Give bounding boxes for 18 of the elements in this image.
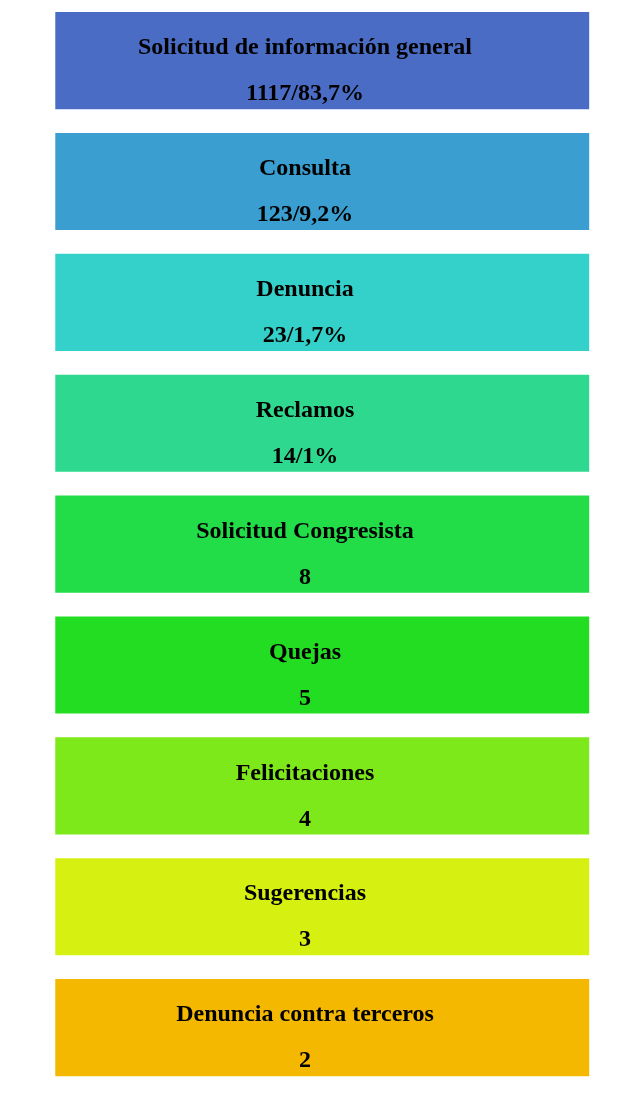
category-label: Felicitaciones <box>235 758 375 785</box>
data-label: 5 <box>299 683 311 710</box>
data-label: 4 <box>299 804 311 831</box>
data-label: 14/1% <box>271 441 339 468</box>
data-label: 3 <box>299 925 311 952</box>
data-label: 2 <box>299 1046 311 1073</box>
category-label: Quejas <box>269 637 341 664</box>
data-label: 23/1,7% <box>262 321 348 348</box>
data-label: 8 <box>299 562 311 589</box>
category-label: Denuncia <box>256 275 354 302</box>
category-label: Consulta <box>258 154 352 181</box>
category-label: Sugerencias <box>243 879 367 906</box>
category-label: Denuncia contra terceros <box>176 1000 434 1027</box>
data-label: 1117/83,7% <box>245 79 365 106</box>
data-label: 123/9,2% <box>256 200 354 227</box>
category-label: Solicitud Congresista <box>196 516 414 543</box>
category-label: Solicitud de información general <box>138 33 473 60</box>
category-label: Reclamos <box>255 395 355 422</box>
